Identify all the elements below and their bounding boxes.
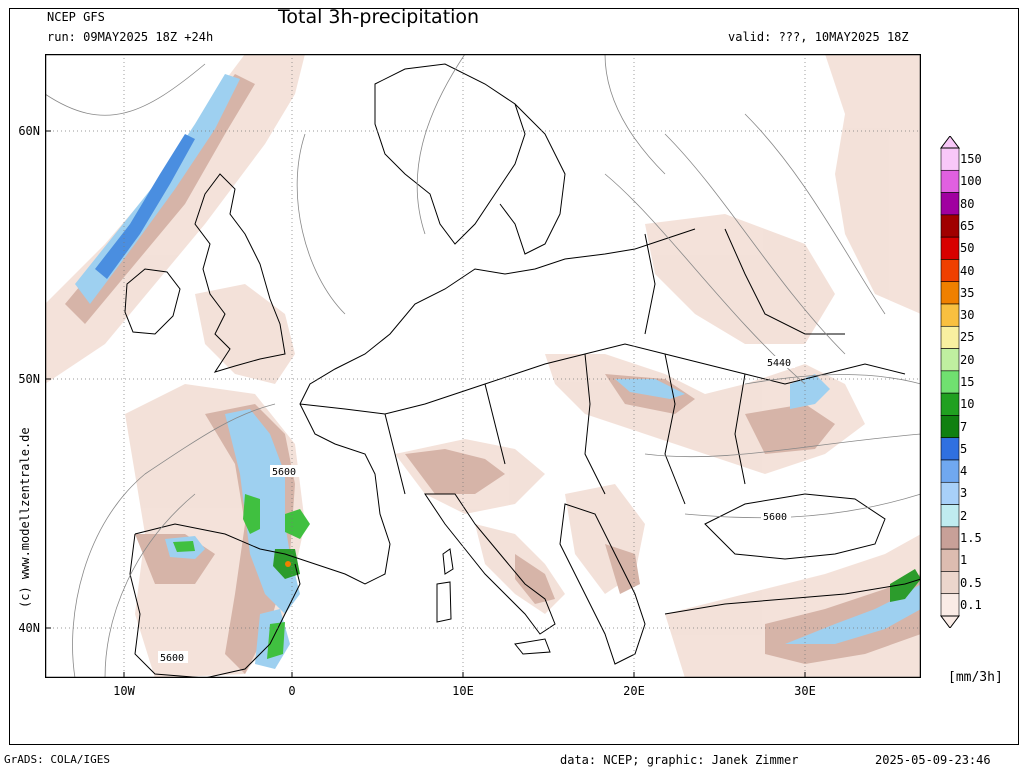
colorbar-level-label: 4: [960, 464, 968, 479]
colorbar-cell: [940, 281, 960, 305]
colorbar-cell: [940, 236, 960, 260]
chart-title: Total 3h-precipitation: [278, 6, 480, 28]
lon-label-10w: 10W: [113, 684, 135, 698]
colorbar-level-label: 1.5: [960, 531, 982, 545]
contour-label-blacksea: 5600: [763, 512, 787, 523]
colorbar-level-label: 1: [960, 553, 968, 568]
colorbar-level-label: 80: [960, 196, 975, 211]
map-border: [45, 54, 921, 678]
colorbar-cell: [940, 147, 960, 171]
colorbar-cell: [940, 370, 960, 394]
colorbar-top-arrow: [940, 136, 960, 149]
lat-label-40n: 40N: [18, 621, 40, 635]
model-label: NCEP GFS: [47, 10, 105, 24]
colorbar-level-label: 3: [960, 486, 968, 501]
precipitation-map: 5600 5440 5600 5600: [45, 54, 921, 678]
colorbar-cell: [940, 459, 960, 483]
copyright-side-text: (c) www.modellzentrale.de: [18, 427, 32, 608]
colorbar-level-label: 40: [960, 263, 975, 278]
colorbar: [940, 136, 960, 628]
colorbar-level-label: 25: [960, 330, 975, 345]
colorbar-level-label: 2: [960, 508, 968, 523]
colorbar-level-label: 0.5: [960, 575, 982, 590]
footer-timestamp: 2025-05-09-23:46: [875, 753, 991, 767]
lat-label-50n: 50N: [18, 372, 40, 386]
colorbar-cell: [940, 504, 960, 528]
colorbar-cell: [940, 259, 960, 283]
footer-credits: data: NCEP; graphic: Janek Zimmer: [560, 753, 799, 767]
geopotential-contours: [45, 54, 921, 678]
colorbar-cell: [940, 415, 960, 439]
colorbar-unit: [mm/3h]: [948, 670, 1003, 685]
colorbar-cell: [940, 526, 960, 550]
colorbar-cell: [940, 481, 960, 505]
colorbar-cell: [940, 348, 960, 372]
lat-label-60n: 60N: [18, 124, 40, 138]
contour-label-russia: 5440: [767, 358, 791, 369]
colorbar-level-label: 15: [960, 375, 975, 389]
colorbar-cell: [940, 571, 960, 595]
lon-label-10e: 10E: [452, 684, 474, 698]
colorbar-cell: [940, 437, 960, 461]
colorbar-level-label: 5: [960, 441, 968, 456]
colorbar-bottom-arrow: [940, 615, 960, 628]
colorbar-cell: [940, 192, 960, 216]
colorbar-cell: [940, 169, 960, 193]
lon-label-20e: 20E: [623, 684, 645, 698]
colorbar-level-label: 7: [960, 419, 968, 434]
colorbar-level-label: 10: [960, 397, 975, 412]
colorbar-cell: [940, 325, 960, 349]
contour-label-spain: 5600: [272, 467, 296, 478]
lon-label-30e: 30E: [794, 684, 816, 698]
coastlines: [124, 63, 921, 678]
footer-software: GrADS: COLA/IGES: [4, 753, 110, 766]
colorbar-level-label: 65: [960, 219, 975, 233]
colorbar-level-label: 150: [960, 152, 982, 167]
colorbar-level-label: 50: [960, 241, 975, 256]
colorbar-level-label: 100: [960, 174, 982, 189]
colorbar-cell: [940, 548, 960, 572]
outer-frame: [9, 8, 1019, 745]
colorbar-level-label: 20: [960, 352, 975, 367]
lon-label-0: 0: [288, 684, 296, 698]
colorbar-cell: [940, 593, 960, 617]
lat-lon-grid: [45, 54, 921, 678]
colorbar-cell: [940, 303, 960, 327]
colorbar-level-label: 30: [960, 308, 975, 323]
valid-label: valid: ???, 10MAY2025 18Z: [728, 30, 909, 44]
colorbar-level-label: 0.1: [960, 597, 982, 612]
colorbar-cell: [940, 392, 960, 416]
contour-label-southwest: 5600: [160, 653, 184, 664]
run-label: run: 09MAY2025 18Z +24h: [47, 30, 214, 44]
colorbar-level-label: 35: [960, 285, 975, 300]
colorbar-cell: [940, 214, 960, 238]
